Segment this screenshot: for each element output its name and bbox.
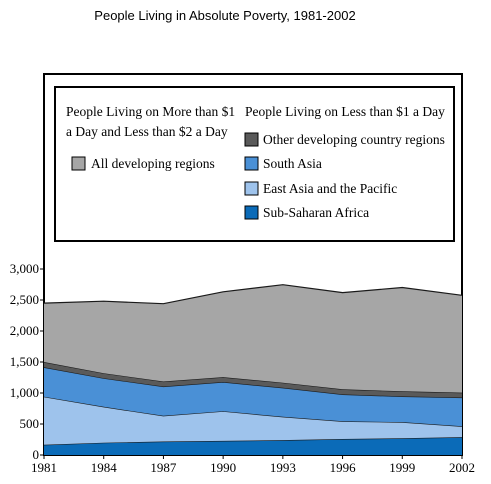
axes: 0 500 1,000 1,500 2,000 2,500 3,000 1981 1984 198… [10,261,475,475]
area-other-developing-country-regions [44,362,462,398]
x-tick-label: 1987 [150,460,177,475]
legend-swatch-sub-saharan-africa [244,205,259,220]
legend-label-sub-saharan-africa: Sub-Saharan Africa [263,205,369,220]
stacked-areas [43,284,463,455]
legend: People Living on More than $1 a Day and … [54,86,455,242]
legend-heading-less-than-1: People Living on Less than $1 a Day [245,104,445,119]
legend-heading-more-than-1-line-2: a Day and Less than $2 a Day [66,124,228,139]
x-tick-label: 1984 [91,460,118,475]
y-tick-label: 2,500 [10,292,39,307]
area-south-asia [44,367,462,427]
legend-label-all-developing-regions: All developing regions [91,156,215,171]
legend-swatch-east-asia-and-the-pacific [244,181,259,196]
x-tick-label: 1993 [270,460,296,475]
area-edge-all-developing-regions [43,284,463,305]
x-tick-label: 1996 [330,460,357,475]
y-tick-label: 500 [20,416,40,431]
x-tick-label: 1999 [389,460,415,475]
y-tick-label: 1,000 [10,385,39,400]
x-tick-label: 2002 [449,460,475,475]
y-tick-label: 0 [33,447,40,462]
chart-title: People Living in Absolute Poverty, 1981-… [94,8,355,23]
area-sub-saharan-africa [44,437,462,455]
x-tick-label: 1981 [31,460,57,475]
legend-swatch-all-developing-regions [71,156,86,171]
legend-label-east-asia-and-the-pacific: East Asia and the Pacific [263,181,397,196]
legend-label-south-asia: South Asia [263,156,322,171]
legend-swatch-south-asia [244,156,259,171]
y-tick-label: 1,500 [10,354,39,369]
y-tick-label: 3,000 [10,261,39,276]
legend-swatch-other-developing-country-regions [244,132,259,147]
x-tick-label: 1990 [210,460,236,475]
legend-label-other-developing-country-regions: Other developing country regions [263,132,445,147]
legend-heading-more-than-1-line-1: People Living on More than $1 [66,104,235,119]
area-east-asia-and-the-pacific [44,396,462,445]
y-tick-label: 2,000 [10,323,39,338]
area-all-developing-regions [44,284,462,393]
